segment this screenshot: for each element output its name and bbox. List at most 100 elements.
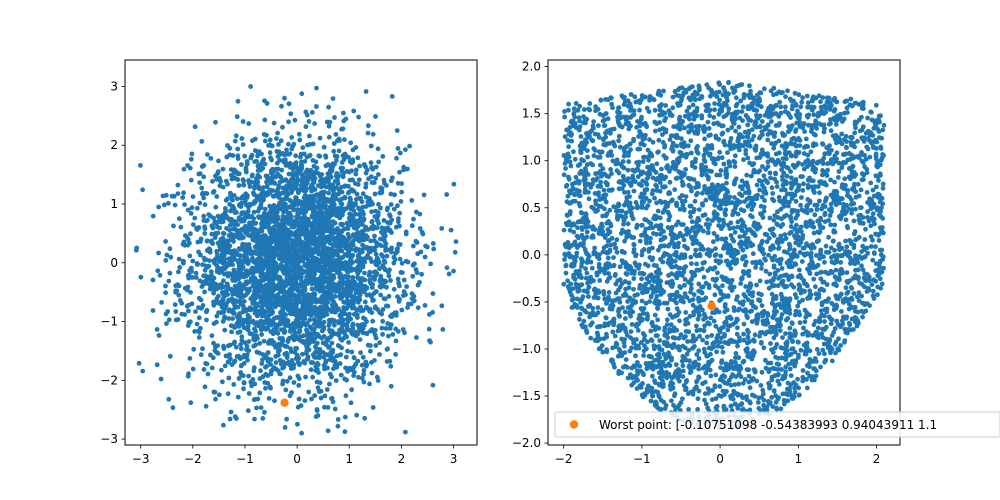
scatter-point (181, 239, 187, 245)
scatter-point (322, 202, 328, 207)
scatter-point (300, 240, 305, 246)
scatter-point (310, 141, 316, 147)
scatter-point (301, 204, 307, 210)
scatter-point (322, 220, 328, 226)
scatter-point (280, 206, 286, 211)
scatter-point (216, 259, 222, 264)
scatter-point (188, 319, 193, 325)
scatter-point (189, 269, 195, 274)
scatter-point (308, 360, 314, 365)
scatter-point (369, 370, 375, 376)
scatter-point (334, 307, 339, 312)
scatter-point (423, 243, 428, 249)
scatter-point (316, 354, 322, 360)
scatter-point (389, 314, 395, 320)
scatter-point (298, 323, 303, 329)
scatter-point (192, 329, 198, 334)
scatter-point (319, 214, 325, 219)
scatter-point (138, 274, 144, 280)
scatter-point (299, 338, 304, 344)
scatter-point (422, 303, 428, 308)
scatter-point (375, 146, 381, 152)
scatter-point (321, 144, 327, 150)
scatter-point (397, 210, 403, 216)
scatter-point (175, 282, 181, 287)
scatter-point (326, 271, 332, 276)
scatter-point (329, 374, 334, 380)
scatter-point (283, 387, 289, 393)
scatter-point (387, 227, 393, 233)
scatter-point (374, 262, 380, 268)
scatter-point (266, 396, 272, 401)
scatter-point (808, 149, 814, 155)
scatter-point (181, 190, 187, 196)
scatter-point (201, 255, 207, 261)
scatter-point (388, 178, 394, 184)
scatter-point (349, 267, 354, 273)
scatter-point (229, 362, 235, 367)
scatter-point (332, 322, 337, 328)
scatter-point (316, 257, 322, 263)
scatter-point (205, 152, 210, 158)
scatter-point (192, 215, 198, 221)
scatter-point (282, 95, 287, 101)
scatter-point (223, 178, 229, 184)
scatter-point (245, 408, 251, 414)
scatter-point (285, 252, 291, 257)
scatter-point (269, 301, 275, 307)
scatter-point (264, 293, 270, 299)
scatter-point (287, 311, 293, 316)
scatter-point (399, 181, 404, 187)
scatter-point (250, 138, 255, 144)
scatter-point (240, 142, 246, 147)
scatter-point (324, 387, 330, 392)
scatter-point (237, 202, 243, 207)
scatter-point (150, 277, 156, 283)
scatter-point (335, 138, 340, 144)
scatter-point (203, 273, 208, 279)
scatter-point (220, 166, 226, 172)
scatter-point (238, 346, 244, 352)
scatter-point (307, 259, 312, 265)
scatter-point (260, 357, 265, 363)
scatter-point (395, 294, 400, 300)
scatter-point (414, 335, 419, 340)
scatter-point (342, 184, 347, 189)
scatter-point (254, 405, 259, 411)
scatter-point (310, 273, 315, 278)
scatter-point (194, 261, 200, 266)
scatter-point (140, 368, 146, 374)
scatter-point (397, 256, 403, 262)
scatter-point (291, 320, 296, 326)
scatter-point (401, 164, 407, 170)
scatter-point (241, 307, 247, 312)
scatter-point (328, 329, 333, 335)
scatter-point (428, 339, 433, 345)
scatter-point (188, 231, 193, 237)
scatter-point (373, 225, 379, 231)
scatter-point (196, 315, 202, 321)
scatter-point (288, 111, 294, 117)
scatter-point (614, 237, 620, 243)
scatter-point (391, 206, 397, 212)
scatter-point (289, 224, 295, 230)
scatter-point (439, 303, 445, 309)
scatter-point (428, 261, 433, 267)
scatter-point (163, 311, 169, 317)
scatter-point (669, 224, 675, 230)
scatter-point (251, 306, 257, 312)
scatter-point (379, 325, 385, 331)
scatter-point (341, 261, 347, 266)
scatter-point (839, 309, 844, 314)
scatter-point (200, 346, 205, 352)
scatter-point (566, 101, 571, 107)
scatter-point (293, 330, 298, 336)
scatter-point (704, 334, 710, 340)
scatter-point (259, 228, 265, 234)
scatter-point (240, 119, 246, 124)
scatter-point (352, 181, 358, 186)
scatter-point (271, 168, 276, 174)
scatter-point (278, 175, 284, 181)
scatter-point (185, 273, 191, 278)
scatter-point (284, 237, 290, 243)
